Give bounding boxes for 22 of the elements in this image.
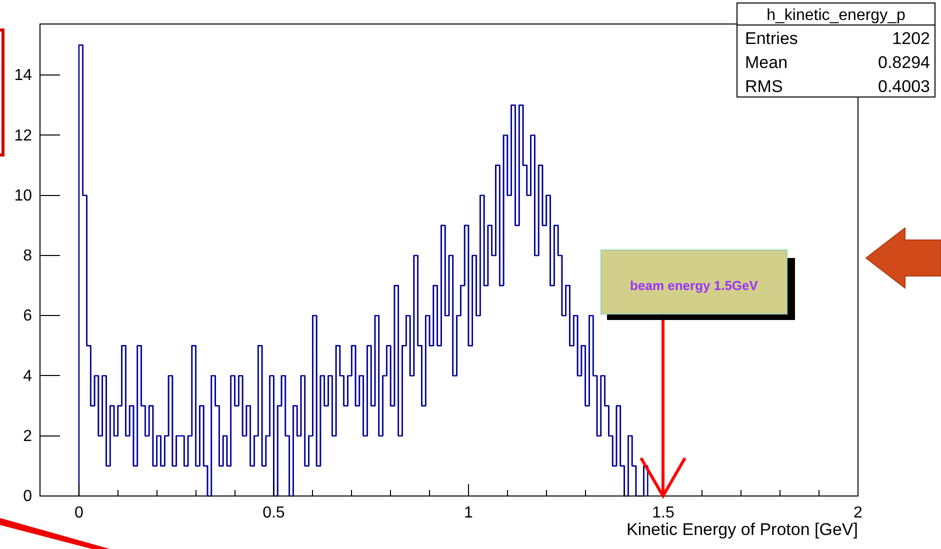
- y-tick-label: 4: [23, 368, 32, 385]
- annotation: h_kinetic_energy_p: [766, 7, 906, 24]
- y-tick-label: 6: [23, 308, 32, 325]
- text: 0.8294: [878, 53, 930, 72]
- x-tick-label: 1.5: [652, 504, 674, 522]
- y-tick-label: 2: [23, 428, 32, 445]
- y-tick-label: 10: [14, 187, 32, 204]
- annotation: beam energy 1.5GeV: [630, 278, 758, 293]
- annotation: Mean: [745, 53, 788, 72]
- y-tick-label: 8: [23, 248, 32, 265]
- x-axis-title: Kinetic Energy of Proton [GeV]: [626, 520, 858, 539]
- annotation: Entries: [745, 29, 798, 48]
- y-tick-label: 14: [14, 67, 32, 84]
- text: 1202: [892, 29, 930, 48]
- x-tick-label: 1: [464, 504, 474, 522]
- text: 0.4003: [878, 77, 930, 96]
- x-tick-label: 2: [854, 504, 863, 522]
- annotation: RMS: [745, 77, 783, 96]
- x-tick-label: 0: [74, 504, 84, 522]
- y-tick-label: 12: [14, 127, 32, 144]
- x-tick-label: 0.5: [262, 504, 285, 522]
- y-tick-label: 0: [23, 488, 32, 506]
